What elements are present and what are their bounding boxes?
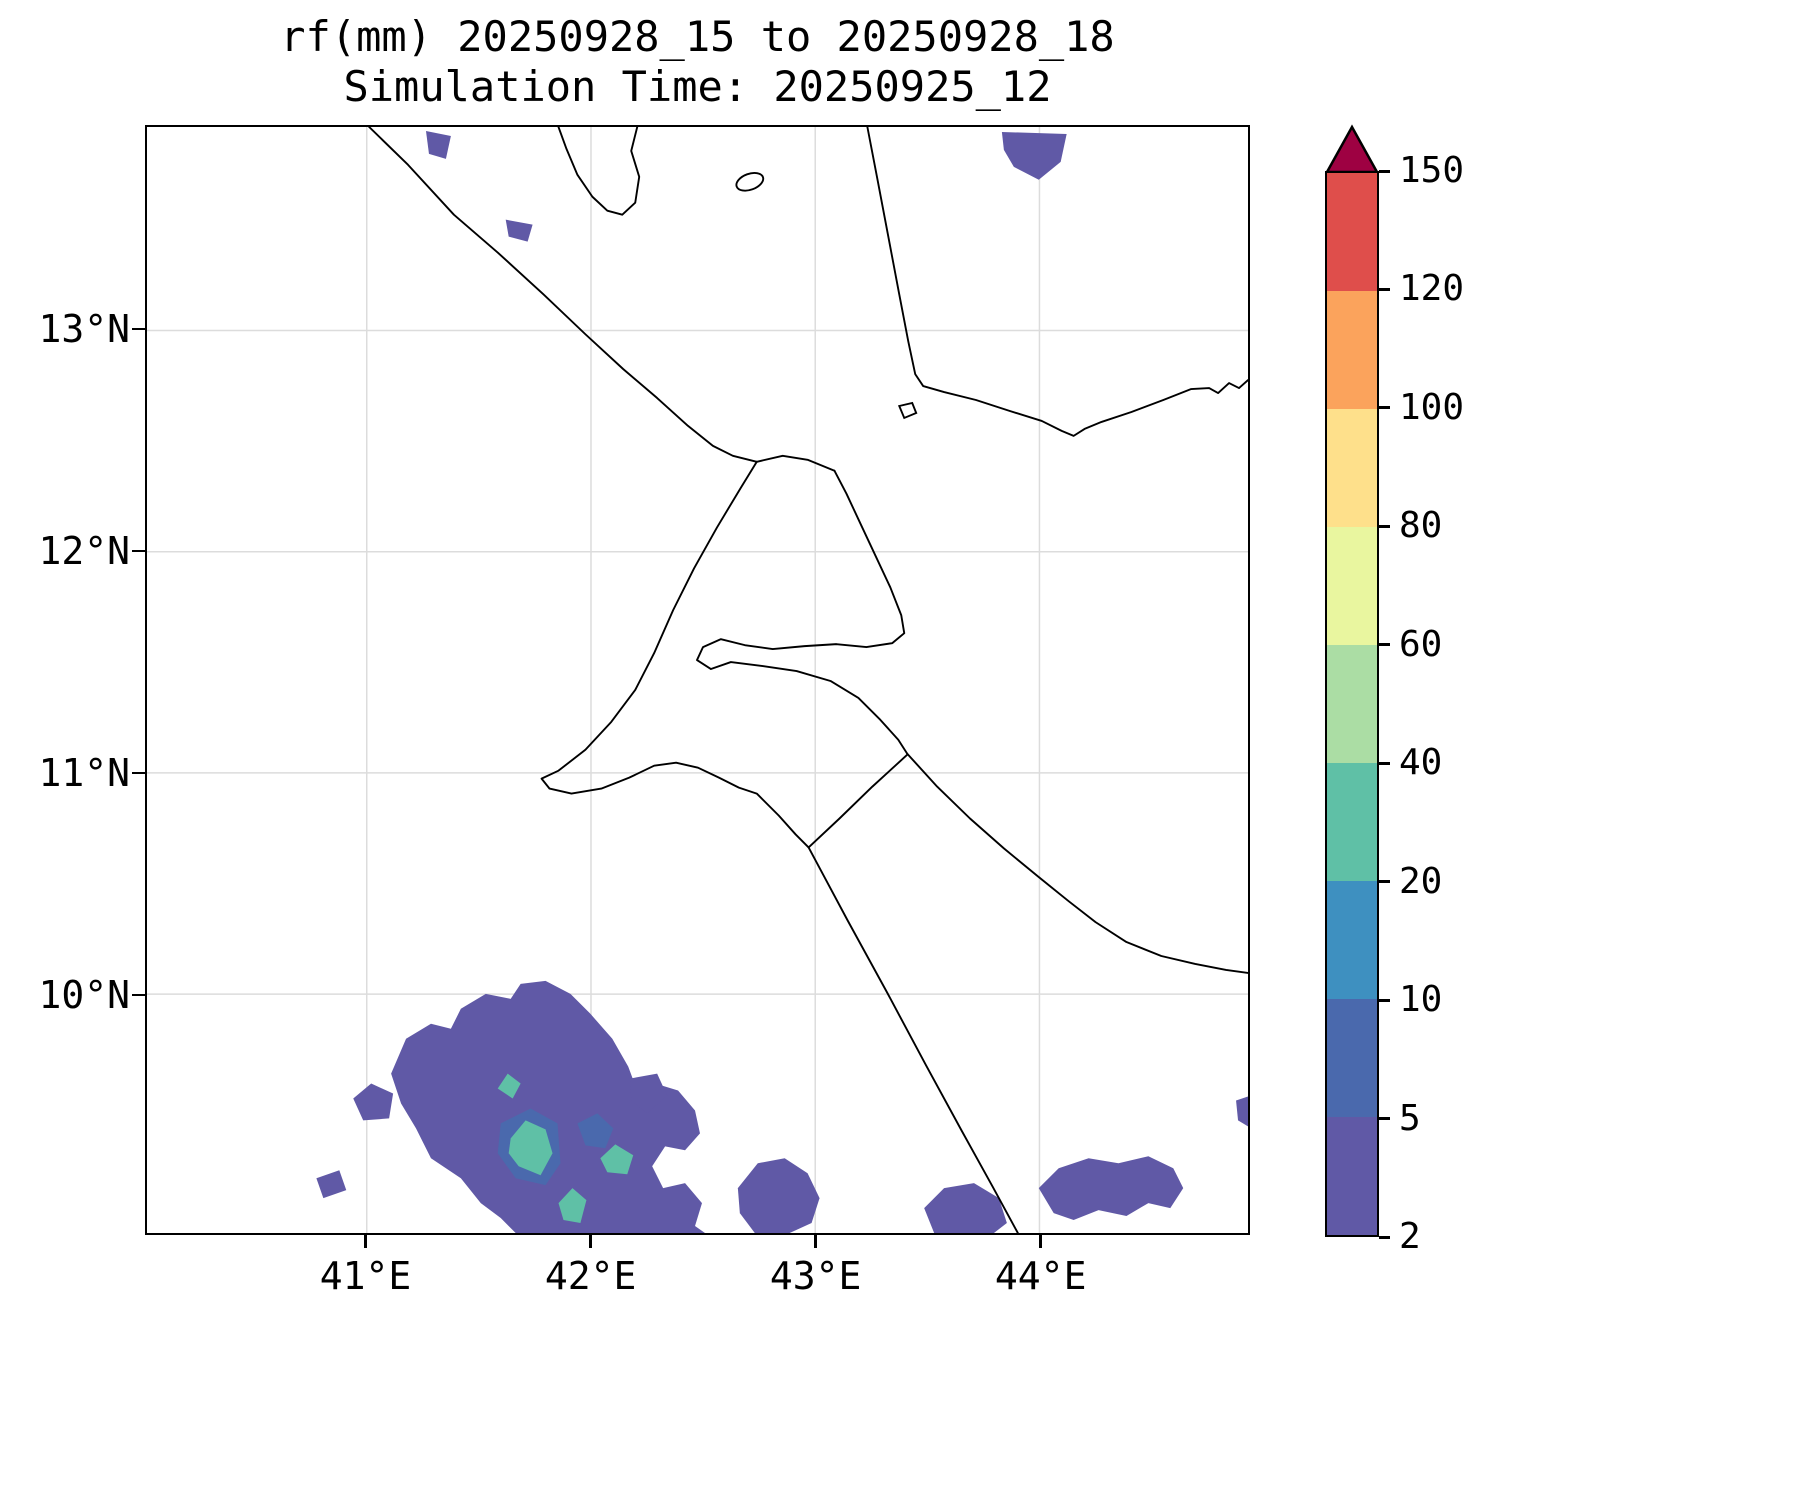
colorbar-tick (1379, 998, 1390, 1002)
y-tick-mark (132, 549, 145, 553)
coastline-yemen-gulf-of-aden (866, 127, 1248, 437)
colorbar-tick-label: 120 (1399, 268, 1465, 310)
y-tick-label: 12°N (38, 529, 130, 574)
gridlines (147, 127, 1248, 1233)
colorbar-segment-60-80 (1327, 527, 1377, 645)
coastline-eritrea-red-sea (368, 127, 836, 472)
x-tick-mark (1039, 1235, 1042, 1248)
colorbar-tick-label: 5 (1399, 1097, 1421, 1139)
rain-patch-2-5-left-blob (353, 1083, 394, 1121)
x-tick-mark (814, 1235, 817, 1248)
rain-patch-5-10-core-2 (577, 1113, 614, 1149)
island-perim (897, 401, 918, 420)
x-tick-label: 43°E (769, 1254, 862, 1298)
map-canvas (147, 127, 1248, 1233)
colorbar-tick (1379, 761, 1390, 765)
y-tick-mark (132, 993, 145, 997)
colorbar-tick (1379, 287, 1390, 291)
island-small (735, 171, 765, 192)
rain-patch-2-5-east-edge (1236, 1096, 1248, 1127)
y-tick-mark (132, 327, 145, 331)
colorbar-tick (1379, 1235, 1390, 1239)
colorbar-tick (1379, 406, 1390, 410)
chart-title: rf(mm) 20250928_15 to 20250928_18 (280, 12, 1115, 61)
x-tick-label: 44°E (994, 1254, 1087, 1298)
colorbar-segment-20-40 (1327, 763, 1377, 881)
rain-patch-20-40-core-3 (558, 1188, 587, 1224)
colorbar-tick (1379, 1117, 1390, 1121)
colorbar-tick-label: 150 (1399, 150, 1465, 191)
colorbar-segment-2-5 (1327, 1117, 1377, 1235)
coastline-somalia-gulf-of-aden (906, 752, 1248, 974)
colorbar-tick-label: 40 (1399, 742, 1443, 784)
rain-patch-2-5-bottom (924, 1183, 1007, 1233)
rain-patch-2-5-detached (630, 1073, 668, 1114)
coastlines (368, 127, 1248, 1233)
colorbar: 2 5 10 20 40 60 80 100 120 150 (1324, 124, 1464, 1257)
rain-patch-2-5-main-blob (391, 980, 705, 1233)
border-ethiopia-somalia (807, 846, 1019, 1233)
colorbar-tick (1379, 524, 1390, 528)
rain-patch-2-5-top-left (425, 130, 451, 159)
colorbar-tick-label: 80 (1399, 505, 1443, 547)
rain-patch-20-40-core-1 (497, 1073, 521, 1099)
colorbar-tick-label: 60 (1399, 623, 1443, 665)
y-tick-label: 13°N (38, 307, 130, 352)
colorbar-segment-10-20 (1327, 881, 1377, 999)
colorbar-segment-5-10 (1327, 999, 1377, 1117)
rain-patch-2-5-bottom-center (737, 1158, 820, 1233)
rain-patch-2-5-top-right (1001, 131, 1067, 180)
colorbar-segment-120-150 (1327, 173, 1377, 291)
y-tick-mark (132, 771, 145, 775)
colorbar-tick-label: 10 (1399, 979, 1443, 1021)
x-tick-mark (589, 1235, 592, 1248)
rain-patch-2-5-bottom-right (1038, 1156, 1184, 1221)
colorbar-segment-80-100 (1327, 409, 1377, 527)
x-tick-label: 41°E (319, 1254, 412, 1298)
coastline-gulf-of-tadjoura (696, 469, 909, 755)
map-plot-area (145, 125, 1250, 1235)
x-tick-label: 42°E (544, 1254, 637, 1298)
colorbar-tick-label: 20 (1399, 860, 1443, 902)
rain-patch-2-5-coast-spot (505, 219, 533, 242)
colorbar-tick-label: 2 (1399, 1216, 1421, 1257)
colorbar-segment-40-60 (1327, 645, 1377, 763)
rain-patches (316, 130, 1248, 1233)
colorbar-bar (1325, 171, 1379, 1237)
colorbar-tick (1379, 880, 1390, 884)
rain-patch-20-40-core-4 (600, 1144, 634, 1175)
colorbar-tick-label: 100 (1399, 386, 1465, 428)
colorbar-segment-100-120 (1327, 291, 1377, 409)
coastline-buri-peninsula (557, 127, 641, 216)
colorbar-tick (1379, 643, 1390, 647)
border-djibouti-somalia (807, 753, 909, 849)
x-tick-mark (364, 1235, 367, 1248)
y-tick-label: 11°N (38, 751, 130, 796)
colorbar-extend-arrow (1324, 124, 1380, 174)
border-djibouti-west-south (540, 460, 810, 849)
chart-subtitle: Simulation Time: 20250925_12 (343, 62, 1052, 111)
colorbar-tick (1379, 169, 1390, 173)
rain-patch-20-40-core-2 (508, 1120, 553, 1176)
rain-patch-2-5-tiny-left (316, 1170, 347, 1199)
y-tick-label: 10°N (38, 973, 130, 1018)
